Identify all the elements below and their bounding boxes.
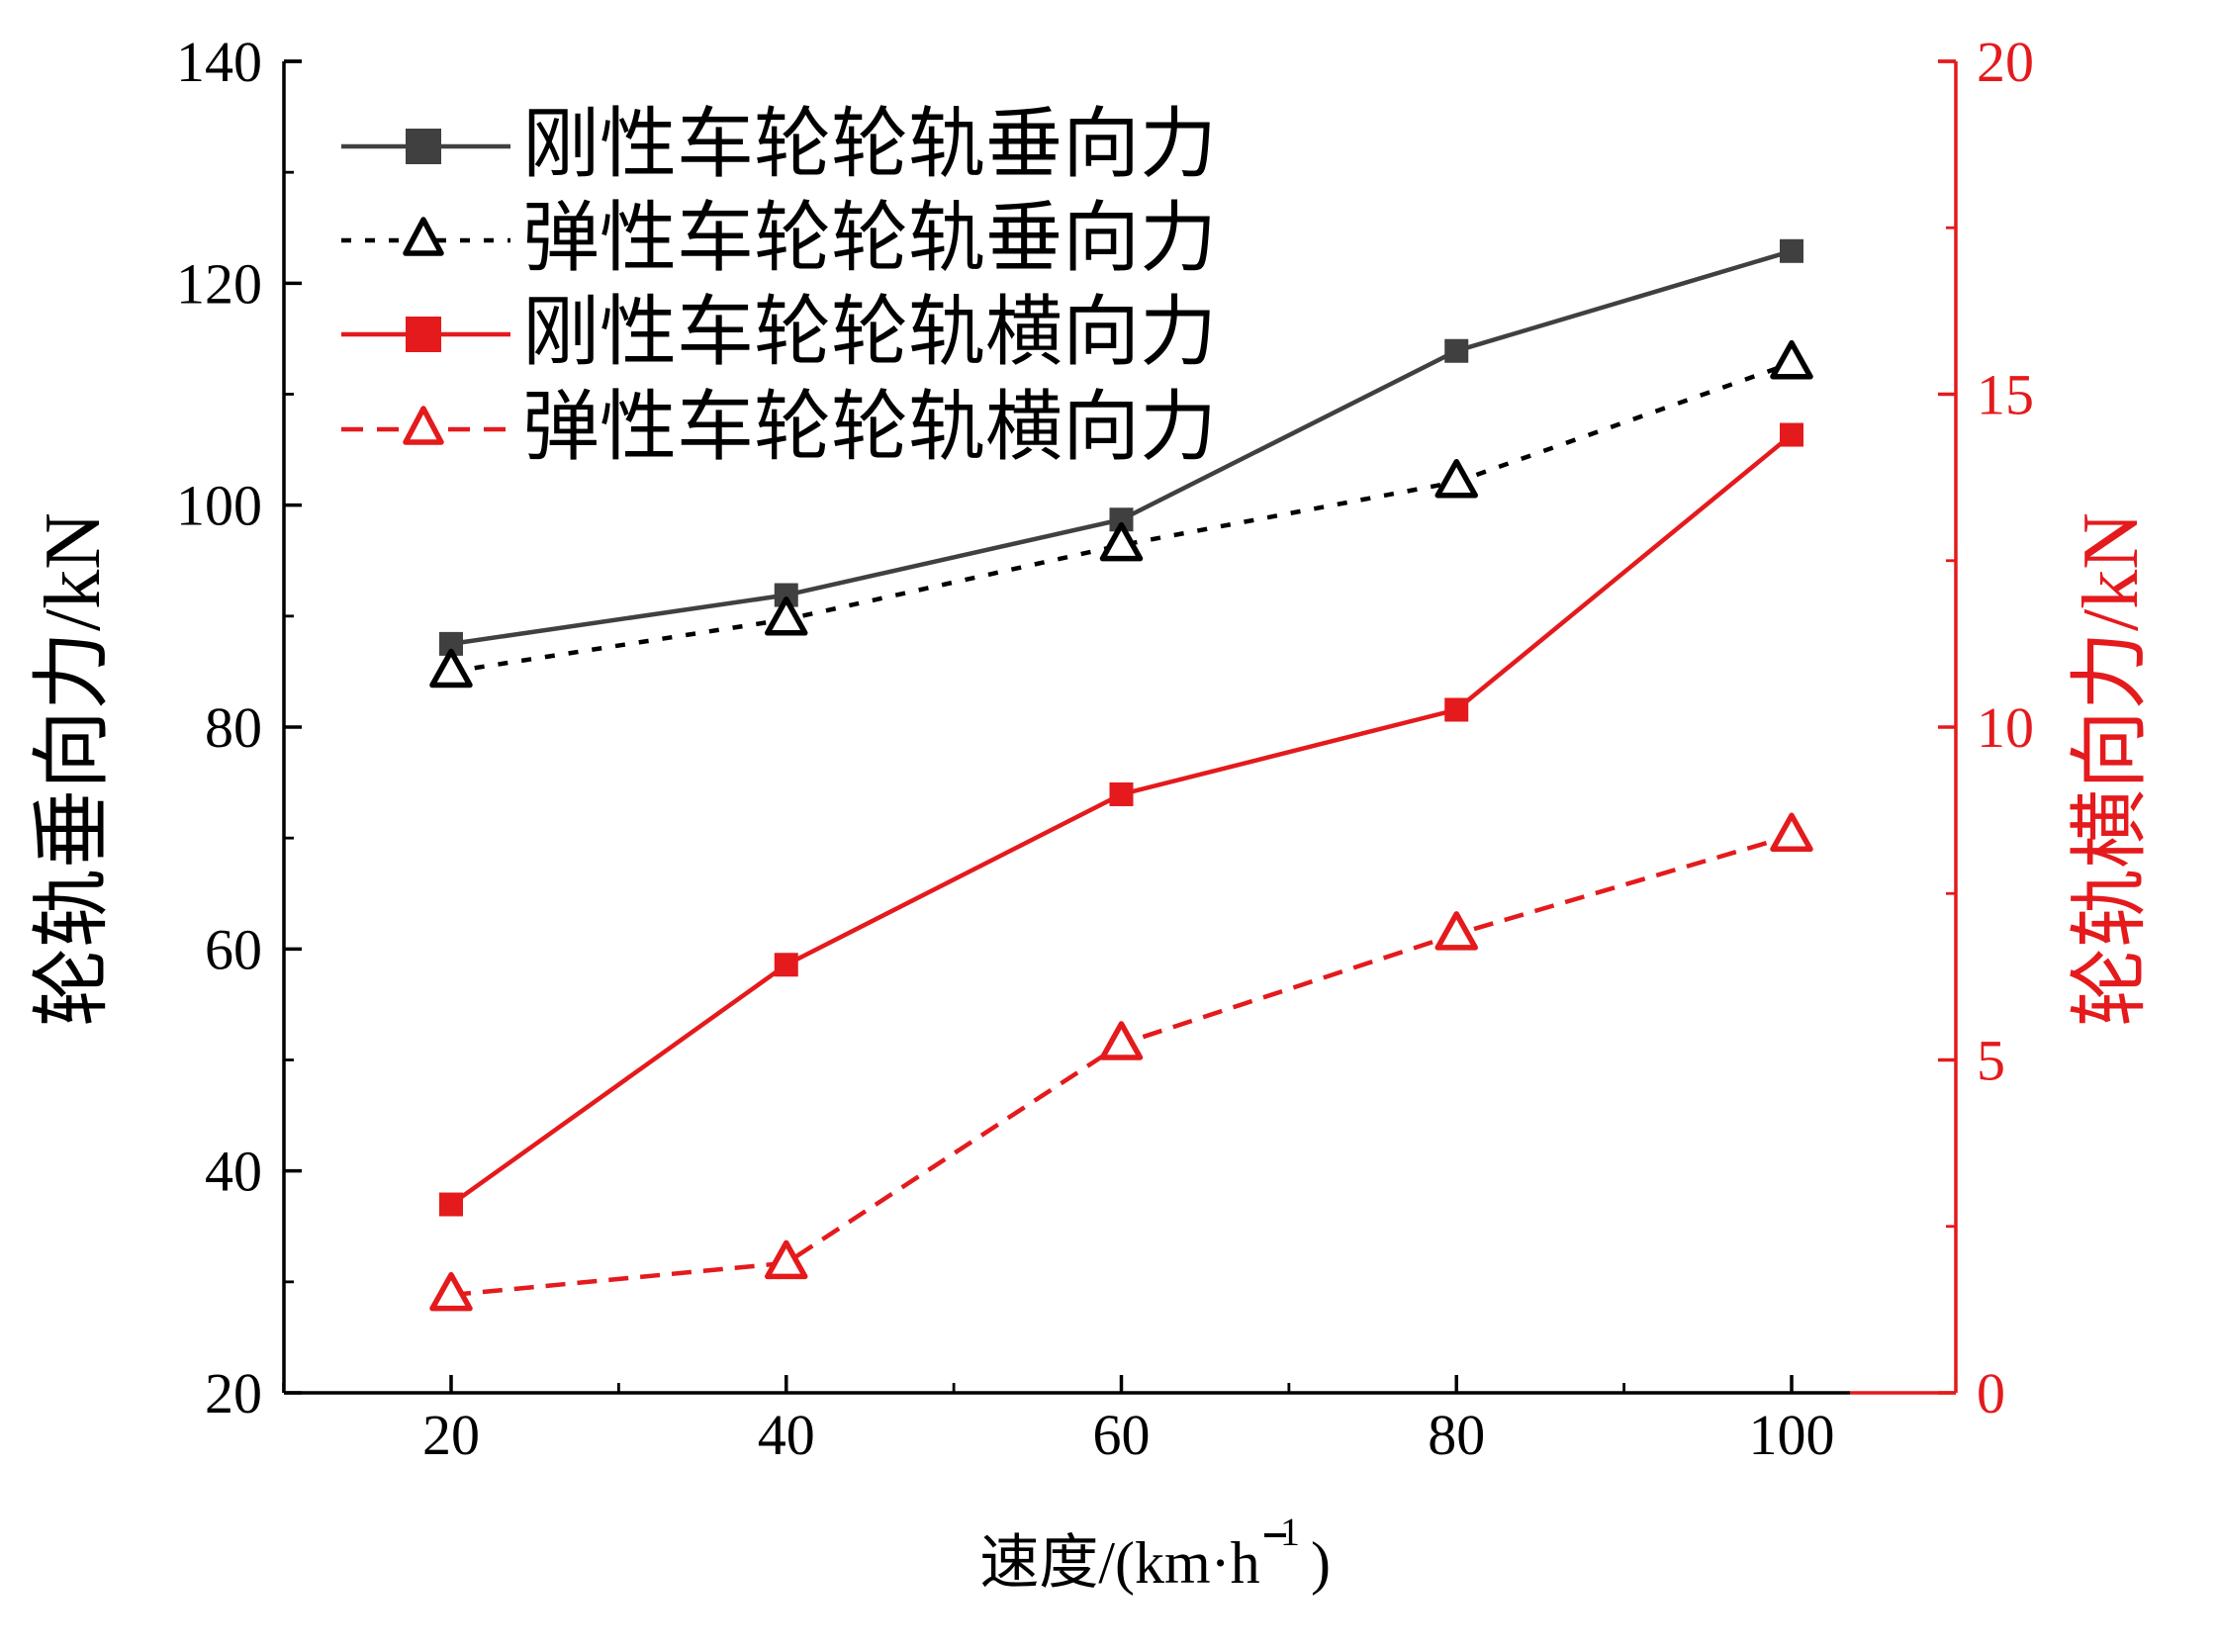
svg-text:15: 15 [1977, 363, 2034, 427]
svg-text:0: 0 [1977, 1361, 2005, 1425]
svg-text:速度/(km·h: 速度/(km·h [979, 1530, 1259, 1596]
svg-text:弹性车轮轮轨垂向力: 弹性车轮轮轨垂向力 [522, 195, 1217, 281]
svg-text:20: 20 [205, 1361, 262, 1425]
svg-text:1: 1 [1280, 1510, 1300, 1554]
svg-text:): ) [1311, 1530, 1331, 1596]
svg-text:80: 80 [205, 695, 262, 760]
svg-text:刚性车轮轮轨横向力: 刚性车轮轮轨横向力 [522, 289, 1217, 375]
svg-text:80: 80 [1428, 1403, 1485, 1467]
svg-text:100: 100 [176, 474, 262, 538]
svg-text:20: 20 [422, 1403, 480, 1467]
svg-text:5: 5 [1977, 1029, 2005, 1093]
svg-text:10: 10 [1977, 695, 2034, 760]
svg-text:轮轨横向力/kN: 轮轨横向力/kN [2068, 512, 2155, 1027]
svg-text:40: 40 [758, 1403, 815, 1467]
svg-text:100: 100 [1749, 1403, 1835, 1467]
svg-text:刚性车轮轮轨垂向力: 刚性车轮轮轨垂向力 [522, 101, 1217, 187]
svg-text:60: 60 [1093, 1403, 1151, 1467]
svg-text:20: 20 [1977, 30, 2034, 94]
svg-text:轮轨垂向力/kN: 轮轨垂向力/kN [30, 512, 117, 1027]
svg-text:140: 140 [176, 30, 262, 94]
svg-text:120: 120 [176, 251, 262, 316]
svg-text:弹性车轮轮轨横向力: 弹性车轮轮轨横向力 [522, 384, 1217, 470]
svg-text:40: 40 [205, 1140, 262, 1204]
svg-text:60: 60 [205, 917, 262, 981]
